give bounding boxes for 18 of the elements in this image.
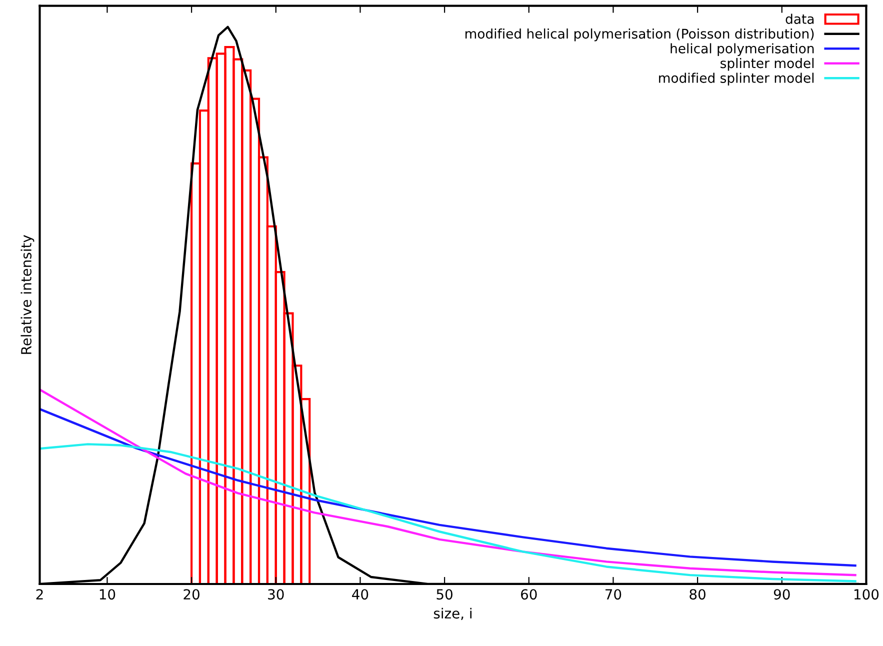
x-tick-label: 50 xyxy=(436,589,452,600)
x-axis-title: size, i xyxy=(434,608,472,620)
x-tick-label: 10 xyxy=(100,589,116,600)
legend-label: splinter model xyxy=(720,58,814,71)
legend-label: modified splinter model xyxy=(659,72,814,86)
x-tick-label: 30 xyxy=(268,589,284,600)
x-tick-label: 100 xyxy=(854,589,879,600)
x-tick-label: 20 xyxy=(184,589,200,600)
x-tick-label: 90 xyxy=(774,589,790,600)
x-tick-label: 60 xyxy=(521,589,537,600)
x-tick-label: 80 xyxy=(690,589,706,600)
x-tick-label: 2 xyxy=(36,589,43,600)
legend-label: helical polymerisation xyxy=(670,43,814,56)
y-axis-title: Relative intensity xyxy=(20,234,34,354)
x-tick-label: 40 xyxy=(352,589,368,600)
legend-label: data xyxy=(786,14,814,24)
x-tick-label: 70 xyxy=(606,589,622,600)
legend-label: modified helical polymerisation (Poisson distribution) xyxy=(465,28,814,42)
